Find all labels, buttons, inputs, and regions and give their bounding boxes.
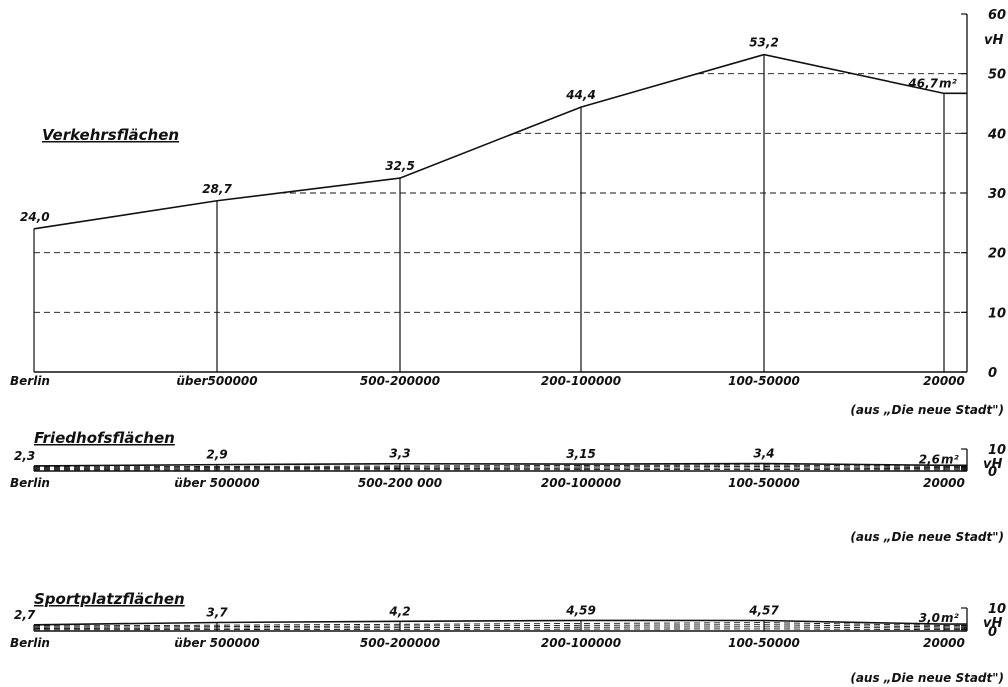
y-tick-label: 50 (988, 68, 1006, 83)
source-note: (aus „Die neue Stadt") (850, 671, 1004, 685)
data-label: 53,2 (749, 36, 779, 50)
data-label: 3,15 (566, 447, 596, 461)
sportplatzflaechen-panel: Sportplatzflächen (aus „Die neue Stadt")… (10, 590, 1006, 685)
category-label: 20000 (923, 636, 965, 650)
y-axis-unit: vH (983, 616, 1002, 631)
data-label-unit: m² (941, 611, 960, 625)
chart-title-verkehrsflaechen: Verkehrsflächen (42, 126, 179, 144)
y-axis-unit: vH (984, 33, 1003, 48)
source-note: (aus „Die neue Stadt") (850, 530, 1004, 544)
y-tick-label: 20 (988, 247, 1006, 262)
category-label: 20000 (923, 476, 965, 490)
category-label: 100-50000 (728, 476, 800, 490)
category-label: 200-100000 (541, 636, 621, 650)
category-label: 20000 (923, 374, 965, 388)
data-label: 3,7 (206, 605, 228, 619)
category-label: Berlin (10, 476, 50, 490)
data-label: 44,4 (565, 88, 596, 102)
y-tick-label: 0 (988, 625, 997, 640)
source-note: (aus „Die neue Stadt") (850, 403, 1004, 417)
y-axis-unit: vH (983, 457, 1002, 472)
category-label: Berlin (10, 374, 50, 388)
y-tick-label: 40 (987, 127, 1006, 142)
data-label: 4,57 (748, 603, 779, 617)
gridline (33, 464, 967, 468)
data-label-unit: m² (941, 452, 960, 466)
category-label: über500000 (176, 374, 257, 388)
y-tick-label: 10 (988, 602, 1006, 617)
gridline (33, 467, 967, 470)
y-tick-label: 30 (988, 187, 1006, 202)
area-profile-line (33, 53, 967, 230)
area-profile-line (33, 462, 967, 467)
data-label: 32,5 (385, 159, 415, 173)
category-label: über 500000 (174, 636, 259, 650)
category-label: 200-100000 (541, 374, 621, 388)
data-label: 2,7 (14, 608, 36, 622)
data-label: 3,3 (389, 447, 410, 461)
y-tick-label: 60 (988, 8, 1006, 23)
category-label: 500-200000 (360, 374, 440, 388)
data-label: 3,4 (753, 447, 774, 461)
gridline (33, 466, 967, 469)
y-tick-label: 0 (988, 465, 997, 480)
gridline (33, 626, 967, 629)
chart-title-friedhofsflaechen: Friedhofsflächen (34, 429, 175, 447)
category-label: über 500000 (174, 476, 259, 490)
gridline (33, 622, 967, 627)
category-label: 500-200 000 (358, 476, 442, 490)
data-label: 3,0 (919, 611, 940, 625)
data-label: 4,2 (388, 604, 410, 618)
data-label: 24,0 (20, 210, 50, 224)
category-label: 100-50000 (728, 374, 800, 388)
area-profile-line (33, 619, 967, 626)
gridlines (33, 622, 967, 631)
data-label: 2,3 (14, 449, 35, 463)
chart-title-sportplatzflaechen: Sportplatzflächen (34, 590, 185, 608)
data-label: 2,6 (919, 452, 940, 466)
data-label: 4,59 (565, 603, 596, 617)
y-tick-label: 10 (988, 443, 1006, 458)
gridline (33, 628, 967, 631)
data-label: 46,7 (907, 76, 938, 90)
y-tick-label: 0 (988, 366, 997, 381)
gridlines (34, 73, 967, 313)
y-tick-label: 10 (988, 306, 1006, 321)
category-label: Berlin (10, 636, 50, 650)
gridline (33, 624, 967, 628)
verkehrsflaechen-panel: Verkehrsflächen (aus „Die neue Stadt") 0… (10, 8, 1006, 417)
category-label: 500-200000 (360, 636, 440, 650)
category-label: 200-100000 (541, 476, 621, 490)
friedhofsflaechen-panel: Friedhofsflächen (aus „Die neue Stadt") … (10, 429, 1006, 544)
category-label: 100-50000 (728, 636, 800, 650)
data-label: 28,7 (202, 182, 232, 196)
gridlines (33, 464, 967, 471)
data-label-unit: m² (939, 76, 958, 90)
data-label: 2,9 (206, 448, 227, 462)
